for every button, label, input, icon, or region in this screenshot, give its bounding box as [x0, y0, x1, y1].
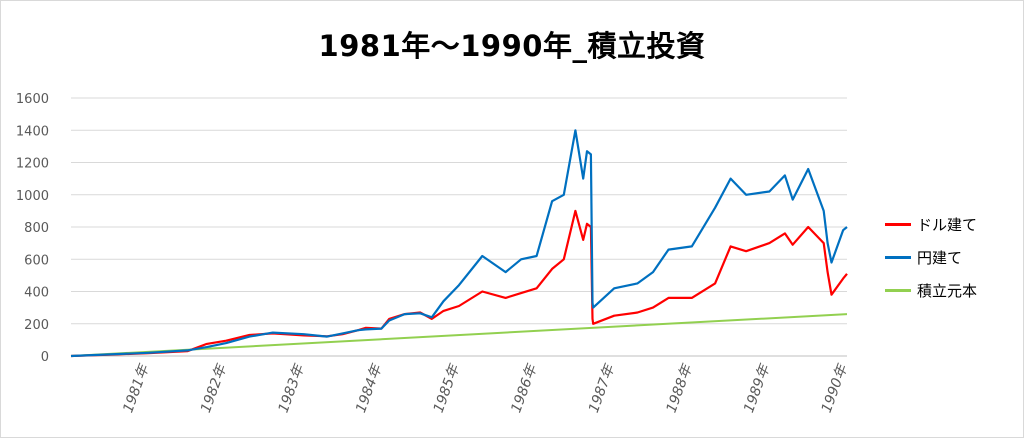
x-tick-label: 1986年 — [508, 361, 541, 415]
x-tick-label: 1981年 — [120, 361, 153, 415]
x-tick-label: 1984年 — [353, 361, 386, 415]
y-tick-label: 800 — [24, 221, 49, 236]
y-tick-label: 0 — [41, 350, 49, 365]
x-tick-label: 1987年 — [586, 361, 619, 415]
legend-label-yen: 円建て — [917, 249, 963, 267]
y-tick-label: 1400 — [16, 124, 49, 139]
y-tick-label: 200 — [24, 318, 49, 333]
x-tick-label: 1985年 — [431, 361, 464, 415]
x-tick-label: 1982年 — [198, 361, 231, 415]
series-line-0 — [70, 209, 848, 358]
x-tick-label: 1990年 — [819, 361, 852, 415]
series-line-1 — [70, 129, 848, 358]
legend: ドル建て 円建て 積立元本 — [885, 208, 977, 307]
legend-label-principal: 積立元本 — [917, 282, 978, 300]
y-tick-label: 1600 — [16, 92, 49, 107]
x-tick-label: 1989年 — [741, 361, 774, 415]
y-tick-label: 1200 — [16, 157, 49, 172]
x-tick-label: 1983年 — [276, 361, 309, 415]
x-tick-label: 1988年 — [664, 361, 697, 415]
y-tick-label: 1000 — [16, 189, 49, 204]
legend-item-principal[interactable]: 積立元本 — [885, 274, 977, 307]
legend-swatch-yen — [885, 256, 911, 259]
chart-title: 1981年～1990年_積立投資 — [318, 29, 706, 63]
legend-item-dollar[interactable]: ドル建て — [885, 208, 977, 241]
legend-swatch-dollar — [885, 223, 911, 226]
legend-label-dollar: ドル建て — [917, 216, 978, 234]
legend-swatch-principal — [885, 289, 911, 292]
y-tick-label: 400 — [24, 286, 49, 301]
y-tick-label: 600 — [24, 253, 49, 268]
legend-item-yen[interactable]: 円建て — [885, 241, 977, 274]
